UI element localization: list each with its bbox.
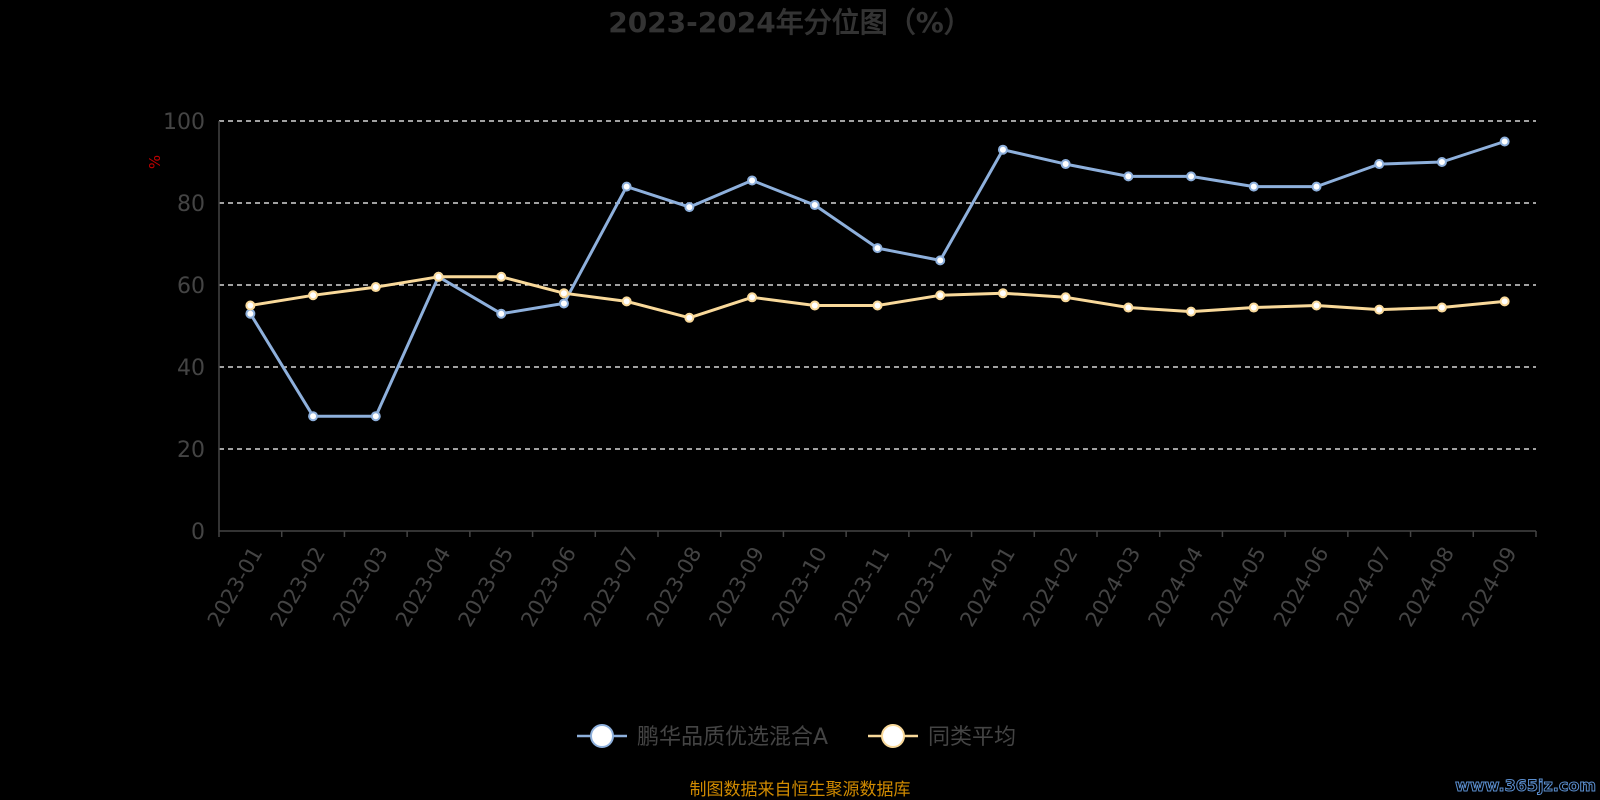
x-tick-label: 2023-11 <box>830 543 895 631</box>
series-2-point <box>308 290 319 301</box>
x-tick-label: 2024-08 <box>1394 543 1459 631</box>
x-tick-label: 2023-10 <box>767 543 832 631</box>
series-1-point <box>1060 159 1071 170</box>
x-tick-label: 2024-03 <box>1081 543 1146 631</box>
y-tick-label: 20 <box>177 438 205 463</box>
y-tick-label: 40 <box>177 356 205 381</box>
y-tick-label: 80 <box>177 192 205 217</box>
legend-item-2[interactable]: 同类平均 <box>928 725 1016 750</box>
series-1-point <box>872 243 883 254</box>
legend-marker-icon <box>881 724 905 748</box>
x-tick-label: 2024-06 <box>1269 543 1334 631</box>
y-axis-label: % <box>146 155 164 169</box>
x-tick-label: 2023-05 <box>454 543 519 631</box>
legend-item-1[interactable]: 鹏华品质优选混合A <box>637 725 828 750</box>
grid-lines <box>219 120 1536 450</box>
series-2-point <box>809 300 820 311</box>
series-2-point <box>245 300 256 311</box>
series-1-point <box>684 202 695 213</box>
series-1-point <box>496 308 507 319</box>
series-2-point <box>621 296 632 307</box>
series-2-point <box>747 292 758 303</box>
series-line-2 <box>250 275 1505 320</box>
x-tick-label: 2023-06 <box>516 543 581 631</box>
x-tick-label: 2023-07 <box>579 543 644 631</box>
series-2-point <box>1123 302 1134 313</box>
series-1-point <box>935 255 946 266</box>
x-tick-label: 2024-01 <box>955 543 1020 631</box>
series-1-point <box>1248 181 1259 192</box>
series-1-point <box>1123 171 1134 182</box>
series-2-point <box>1060 292 1071 303</box>
series-2-point <box>370 282 381 293</box>
series-2-point <box>558 288 569 299</box>
legend-marker-icon <box>590 724 614 748</box>
series-1-point <box>370 411 381 422</box>
series-lines <box>245 136 1510 422</box>
x-tick-label: 2023-08 <box>642 543 707 631</box>
series-2-point <box>1499 296 1510 307</box>
series-1-point <box>621 181 632 192</box>
series-1-point <box>747 175 758 186</box>
series-1-point <box>1374 159 1385 170</box>
x-tick-label: 2024-09 <box>1457 543 1522 631</box>
series-2-point <box>935 290 946 301</box>
x-tick-label: 2024-07 <box>1332 543 1397 631</box>
series-1-point <box>1186 171 1197 182</box>
series-1-point <box>1436 157 1447 167</box>
x-tick-label: 2023-02 <box>265 543 330 631</box>
series-2-point <box>496 271 507 282</box>
series-1-point <box>809 200 820 211</box>
watermark: www.365jz.com <box>1455 776 1596 795</box>
series-1-point <box>245 308 256 319</box>
series-2-point <box>1186 306 1197 317</box>
y-tick-label: 60 <box>177 274 205 299</box>
series-2-point <box>1248 302 1259 313</box>
data-source-note: 制图数据来自恒生聚源数据库 <box>690 780 911 800</box>
series-2-point <box>433 271 444 282</box>
legend: 鹏华品质优选混合A 同类平均 <box>577 724 1016 750</box>
series-2-point <box>684 312 695 323</box>
series-1-point <box>997 144 1008 155</box>
series-1-point <box>308 411 319 422</box>
y-tick-label: 100 <box>163 110 205 135</box>
series-2-point <box>997 288 1008 299</box>
series-2-point <box>1436 302 1447 313</box>
series-2-point <box>1311 300 1322 311</box>
x-tick-label: 2024-04 <box>1143 543 1208 631</box>
x-tick-label: 2023-04 <box>391 543 456 631</box>
series-2-point <box>872 300 883 311</box>
x-tick-label: 2024-02 <box>1018 543 1083 631</box>
x-tick-label: 2023-09 <box>704 543 769 631</box>
x-tick-label: 2023-01 <box>203 543 268 631</box>
x-tick-label: 2023-03 <box>328 543 393 631</box>
series-1-point <box>558 298 569 309</box>
axes: 0 20 40 60 80 100 2023-012023-022023-032023-04… <box>163 110 1537 631</box>
series-1-point <box>1499 136 1510 147</box>
chart-title: 2023-2024年分位图（%） <box>608 6 972 39</box>
x-tick-label: 2023-12 <box>893 543 958 631</box>
x-tick-label: 2024-05 <box>1206 543 1271 631</box>
series-2-point <box>1374 304 1385 315</box>
y-tick-label: 0 <box>191 520 205 545</box>
series-1-point <box>1311 181 1322 192</box>
